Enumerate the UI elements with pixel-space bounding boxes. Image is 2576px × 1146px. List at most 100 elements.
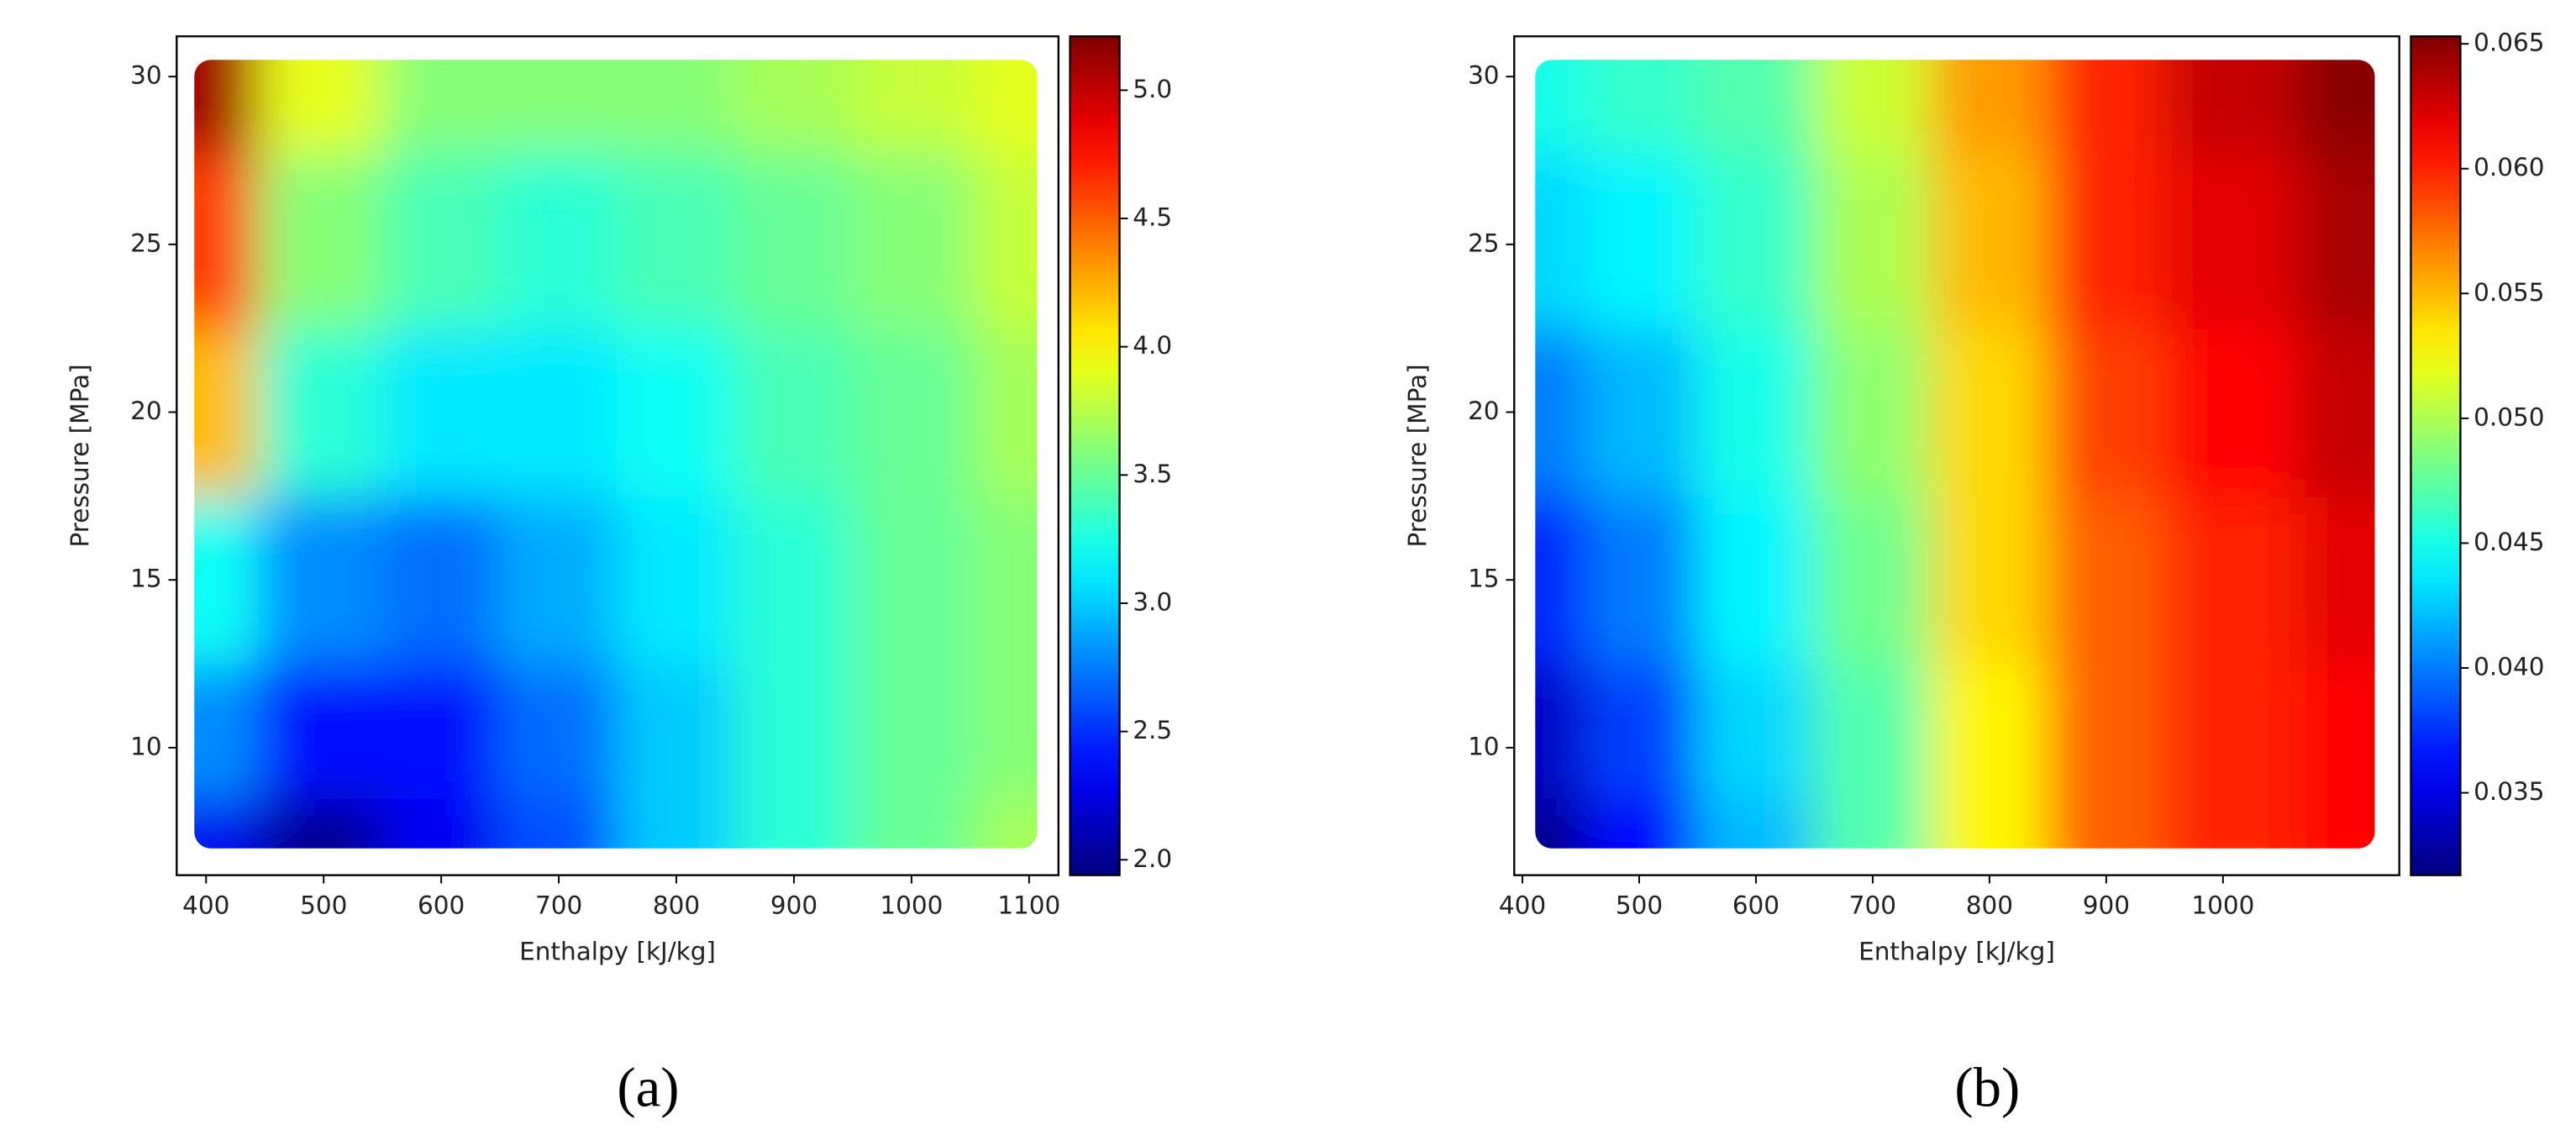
heatmap-cell <box>2298 60 2375 154</box>
x-tick-label: 900 <box>2083 891 2130 920</box>
heatmap-cell <box>2298 796 2375 849</box>
heatmap-cell <box>2047 495 2166 665</box>
heatmap-cell <box>1535 327 1589 497</box>
heatmap-cell <box>1813 663 1932 799</box>
colorbar-tick-label: 4.0 <box>1133 331 1172 360</box>
x-axis-label: Enthalpy [kJ/kg] <box>519 938 716 966</box>
heatmap-cell <box>381 327 502 497</box>
heatmap-cell <box>194 663 260 799</box>
colorbar-tick-label: 0.035 <box>2473 777 2544 806</box>
colorbar-tick-label: 3.5 <box>1133 460 1172 488</box>
y-tick-label: 20 <box>1468 397 1500 425</box>
heatmap-cell <box>734 796 854 849</box>
x-tick-label: 800 <box>653 891 700 920</box>
heatmap-cell <box>499 796 619 849</box>
heatmap-cell <box>1586 663 1699 799</box>
heatmap-cell <box>2047 796 2166 849</box>
heatmap-cell <box>1813 327 1932 497</box>
heatmap-cell <box>194 495 260 665</box>
heatmap-cell <box>499 663 619 799</box>
heatmap-cell <box>1930 327 2049 497</box>
heatmap-cell <box>1586 151 1699 329</box>
x-tick-label: 600 <box>1732 891 1780 920</box>
heatmap-cell <box>258 151 384 329</box>
heatmap-cell <box>1586 327 1699 497</box>
y-axis-label: Pressure [MPa] <box>66 364 94 547</box>
heatmap-cell <box>2298 495 2375 665</box>
heatmap-cell <box>1813 60 1932 154</box>
heatmap-cell <box>617 663 736 799</box>
heatmap-cell <box>734 327 854 497</box>
x-tick-label: 1000 <box>880 891 943 920</box>
heatmap-cell <box>851 495 975 665</box>
heatmap-cell <box>734 60 854 154</box>
heatmap-cell <box>1696 327 1816 497</box>
colorbar <box>1070 36 1120 875</box>
heatmap-cell <box>499 151 619 329</box>
colorbar-tick-label: 2.5 <box>1133 716 1172 744</box>
colorbar-tick-label: 0.050 <box>2473 402 2544 431</box>
colorbar-tick-label: 5.0 <box>1133 75 1172 103</box>
heatmap-cell <box>973 495 1038 665</box>
heatmap-cell <box>381 796 502 849</box>
heatmap-cell <box>2047 60 2166 154</box>
heatmap-cell <box>2163 796 2300 849</box>
y-tick-label: 15 <box>130 565 162 593</box>
heatmap-cell <box>851 151 975 329</box>
x-tick-label: 800 <box>1966 891 2013 920</box>
x-tick-label: 500 <box>1616 891 1663 920</box>
colorbar-tick-label: 2.0 <box>1133 844 1172 873</box>
panel-caption: (a) <box>617 1056 679 1118</box>
colorbar-tick-label: 0.055 <box>2473 278 2544 307</box>
heatmap-cell <box>1930 60 2049 154</box>
heatmap-cell <box>1696 495 1816 665</box>
heatmap-cell <box>617 495 736 665</box>
colorbar-frame <box>2410 35 2462 876</box>
heatmap-cell <box>258 327 384 497</box>
x-tick-label: 500 <box>300 891 347 920</box>
heatmap-cell <box>2298 663 2375 799</box>
heatmap-cell <box>381 663 502 799</box>
y-tick-label: 25 <box>1468 229 1500 257</box>
axes-frame <box>176 35 1059 876</box>
y-tick-label: 10 <box>1468 732 1500 760</box>
heatmap-cell <box>851 327 975 497</box>
heatmap-cell <box>617 327 736 497</box>
heatmap-cell <box>2163 151 2300 329</box>
heatmap-cell <box>258 663 384 799</box>
heatmap-cell <box>1586 60 1699 154</box>
heatmap-cell <box>2163 663 2300 799</box>
heatmap-cell <box>2047 151 2166 329</box>
heatmap-cell <box>1535 796 1589 849</box>
colorbar-tick-label: 0.060 <box>2473 153 2544 181</box>
heatmap-cell <box>734 663 854 799</box>
heatmap-cell <box>1535 663 1589 799</box>
heatmap-cell <box>258 60 384 154</box>
y-tick-label: 20 <box>130 397 162 425</box>
heatmap-cell <box>2298 327 2375 497</box>
colorbar-tick-label: 0.065 <box>2473 29 2544 57</box>
heatmap-cell <box>1813 796 1932 849</box>
y-tick-label: 15 <box>1468 565 1500 593</box>
y-tick-label: 30 <box>130 61 162 90</box>
heatmap-cell <box>1930 663 2049 799</box>
heatmap-cell <box>499 60 619 154</box>
panel-caption: (b) <box>1954 1056 2020 1118</box>
x-tick-label: 600 <box>418 891 465 920</box>
colorbar-tick-label: 0.040 <box>2473 653 2544 681</box>
heatmap-cell <box>1586 495 1699 665</box>
heatmap-cell <box>2047 663 2166 799</box>
heatmap-cell <box>381 495 502 665</box>
y-axis-label: Pressure [MPa] <box>1403 364 1432 547</box>
y-tick-label: 25 <box>130 229 162 257</box>
colorbar-tick-label: 3.0 <box>1133 588 1172 617</box>
heatmap-cell <box>1930 796 2049 849</box>
heatmap-cells <box>1535 60 2375 849</box>
heatmap-cell <box>1696 151 1816 329</box>
heatmap-cell <box>381 151 502 329</box>
heatmap-cell <box>381 60 502 154</box>
colorbar-tick-label: 4.5 <box>1133 203 1172 232</box>
x-tick-label: 900 <box>770 891 817 920</box>
